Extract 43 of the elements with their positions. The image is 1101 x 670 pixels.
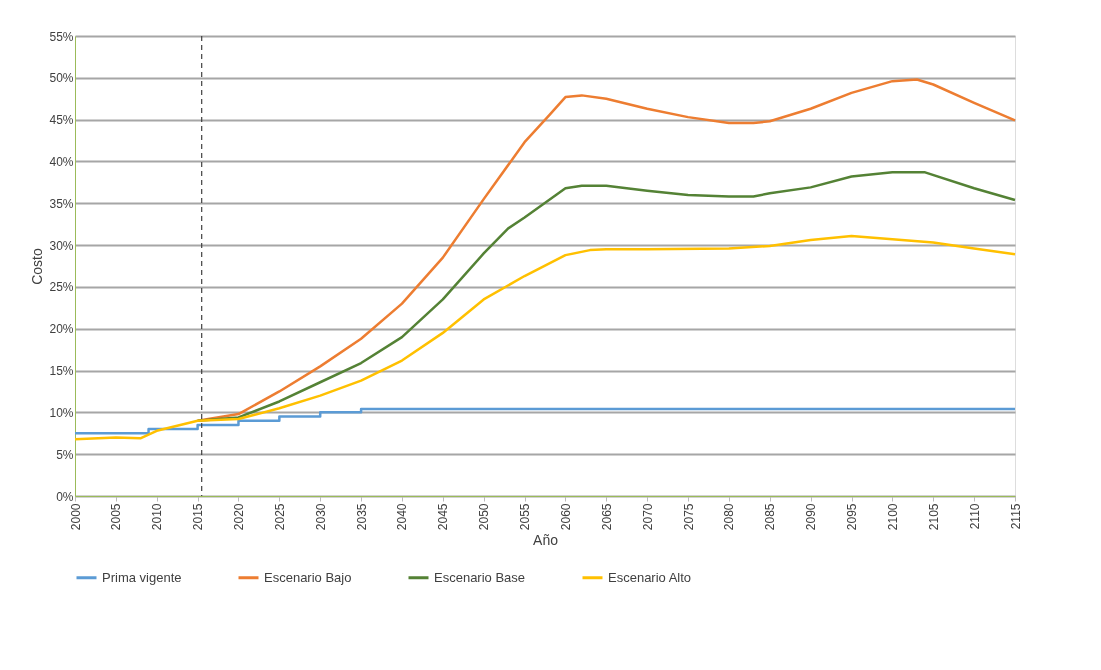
y-tick-label: 10% <box>49 405 74 420</box>
x-tick-label: 2105 <box>926 503 941 531</box>
x-tick-label: 2020 <box>231 503 246 531</box>
x-tick-label: 2015 <box>191 503 206 531</box>
x-tick-label: 2080 <box>722 503 737 531</box>
x-tick-label: 2005 <box>109 503 124 531</box>
x-tick-label: 2045 <box>436 503 451 531</box>
x-tick-label: 2060 <box>558 503 573 531</box>
x-tick-label: 2000 <box>68 503 83 531</box>
x-tick-label: 2010 <box>150 503 165 531</box>
x-tick-label: 2025 <box>272 503 287 531</box>
x-tick-label: 2110 <box>967 503 982 530</box>
x-axis-title: Año <box>533 532 559 549</box>
y-tick-label: 30% <box>49 238 74 253</box>
x-tick-label: 2075 <box>681 503 696 531</box>
legend-label: Prima vigente <box>102 569 182 585</box>
x-tick-label: 2090 <box>804 503 819 531</box>
y-tick-label: 55% <box>49 29 74 44</box>
y-axis-title: Costo <box>29 248 46 285</box>
x-tick-label: 2065 <box>599 503 614 531</box>
x-tick-label: 2070 <box>640 503 655 531</box>
x-tick-label: 2100 <box>885 503 900 531</box>
y-tick-label: 35% <box>49 196 74 211</box>
x-tick-label: 2035 <box>354 503 369 531</box>
y-tick-label: 15% <box>49 364 74 379</box>
x-tick-label: 2085 <box>763 503 778 531</box>
legend-label: Escenario Base <box>434 569 526 585</box>
y-tick-label: 50% <box>49 71 74 86</box>
y-tick-label: 0% <box>56 489 74 504</box>
legend-label: Escenario Bajo <box>264 569 352 585</box>
x-tick-label: 2115 <box>1008 503 1023 530</box>
x-tick-label: 2050 <box>477 503 492 531</box>
x-tick-label: 2055 <box>518 503 533 531</box>
legend-label: Escenario Alto <box>608 569 692 585</box>
x-tick-label: 2095 <box>845 503 860 531</box>
y-tick-label: 25% <box>49 280 74 295</box>
y-tick-label: 5% <box>56 447 74 462</box>
x-tick-label: 2030 <box>313 503 328 531</box>
line-series <box>73 234 1017 441</box>
y-tick-label: 20% <box>49 322 74 337</box>
x-tick-label: 2040 <box>395 503 410 531</box>
y-tick-label: 40% <box>49 154 74 169</box>
y-tick-label: 45% <box>49 113 74 128</box>
